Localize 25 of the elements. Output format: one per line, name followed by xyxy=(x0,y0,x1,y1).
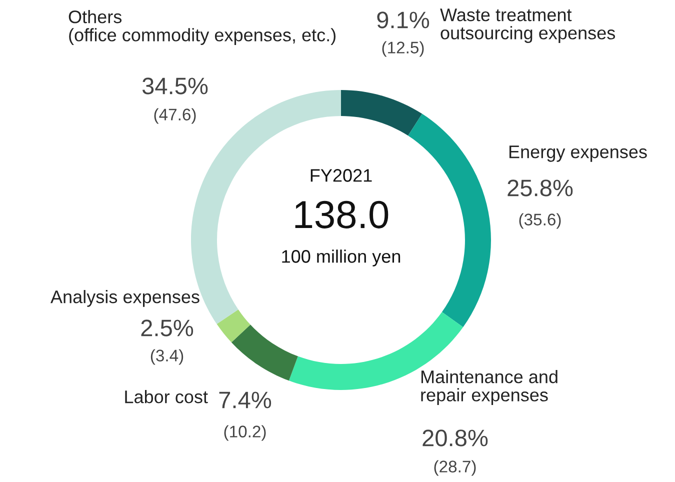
text: 138.0 xyxy=(295,200,388,228)
text: 100 million yen xyxy=(282,250,400,266)
text: (28.7) xyxy=(434,460,476,476)
data-label: 34.5% xyxy=(142,78,208,94)
text: (3.4) xyxy=(150,349,184,365)
slice-label: Waste treatment outsourcing expenses xyxy=(440,8,615,43)
slice-label: Others (office commodity expenses, etc.) xyxy=(68,10,336,45)
data-label: 9.1% xyxy=(377,12,430,28)
data-label: 25.8% xyxy=(508,180,573,196)
text: (12.5) xyxy=(382,41,424,57)
data-label: 2.5% xyxy=(141,320,194,336)
donut-slice xyxy=(341,90,422,136)
text: (10.2) xyxy=(224,425,266,441)
slice-label: Energy expenses xyxy=(509,146,647,162)
donut-slice xyxy=(216,309,250,342)
donut-slice xyxy=(408,114,491,328)
slice-label: Maintenance and repair expenses xyxy=(421,370,558,405)
text: (47.6) xyxy=(154,108,196,124)
text: (35.6) xyxy=(519,213,561,229)
slice-label: Labor cost xyxy=(125,390,208,404)
slice-label: Analysis expenses xyxy=(50,290,200,307)
data-label: 7.4% xyxy=(219,392,272,408)
text: FY2021 xyxy=(310,169,372,182)
data-label: 20.8% xyxy=(422,430,488,446)
donut-slice xyxy=(231,324,298,381)
